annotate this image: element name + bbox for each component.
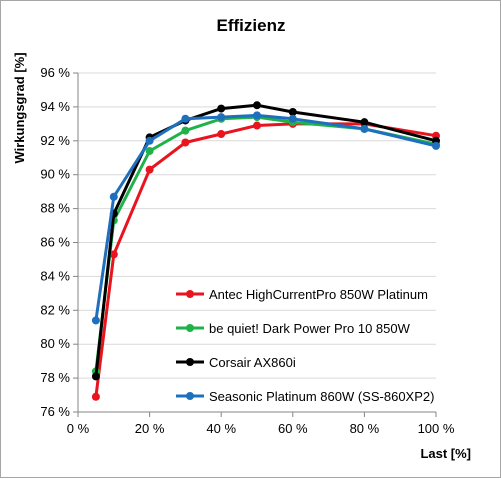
y-tick-label: 96 %	[40, 65, 70, 80]
chart-title: Effizienz	[217, 16, 286, 35]
y-tick-label: 88 %	[40, 201, 70, 216]
data-point	[217, 104, 226, 113]
legend-swatch-marker	[186, 324, 194, 332]
y-tick-label: 92 %	[40, 133, 70, 148]
series-4	[91, 111, 440, 325]
y-tick-label: 80 %	[40, 336, 70, 351]
data-point	[181, 114, 190, 123]
data-point	[109, 192, 118, 201]
y-tick-label: 84 %	[40, 268, 70, 283]
data-point	[91, 316, 100, 325]
legend-label: be quiet! Dark Power Pro 10 850W	[209, 321, 411, 336]
legend-item: Seasonic Platinum 860W (SS-860XP2)	[176, 389, 434, 404]
series-3	[91, 101, 440, 381]
data-point	[360, 118, 369, 127]
data-point	[288, 107, 297, 116]
legend-item: be quiet! Dark Power Pro 10 850W	[176, 321, 411, 336]
y-tick-label: 94 %	[40, 99, 70, 114]
legend-item: Corsair AX860i	[176, 355, 296, 370]
tick-labels: 76 % 78 % 80 % 82 % 84 % 86 % 88 % 90 % 92 % 94 %…	[40, 65, 455, 436]
data-point	[181, 126, 190, 135]
x-tick-label: 20 %	[135, 421, 165, 436]
data-point	[253, 121, 261, 130]
x-tick-label: 100 %	[418, 421, 455, 436]
legend-label: Corsair AX860i	[209, 355, 296, 370]
y-tick-label: 82 %	[40, 302, 70, 317]
data-point	[253, 101, 261, 110]
data-point	[145, 165, 154, 174]
legend-swatch-marker	[186, 358, 194, 366]
data-point	[217, 130, 226, 139]
series-layer	[91, 101, 440, 401]
data-point	[217, 113, 226, 122]
data-point	[91, 372, 100, 381]
legend-label: Antec HighCurrentPro 850W Platinum	[209, 287, 428, 302]
x-tick-label: 0 %	[67, 421, 90, 436]
data-point	[145, 136, 154, 145]
y-tick-label: 90 %	[40, 167, 70, 182]
y-tick-label: 78 %	[40, 370, 70, 385]
grid-layer	[78, 72, 436, 413]
data-point	[109, 250, 118, 259]
y-axis-label: Wirkungsgrad [%]	[12, 52, 27, 163]
data-point	[253, 111, 261, 120]
x-tick-label: 80 %	[350, 421, 380, 436]
legend-swatch-marker	[186, 290, 194, 298]
legend-item: Antec HighCurrentPro 850W Platinum	[176, 287, 428, 302]
legend: Antec HighCurrentPro 850W Platinum be qui…	[176, 287, 434, 404]
y-tick-label: 86 %	[40, 235, 70, 250]
x-axis-label: Last [%]	[420, 446, 471, 461]
data-point	[288, 114, 297, 123]
axes-layer	[73, 72, 437, 417]
data-point	[91, 392, 100, 401]
legend-swatch-marker	[186, 392, 194, 400]
data-point	[360, 124, 369, 133]
x-tick-label: 60 %	[278, 421, 308, 436]
data-point	[145, 146, 154, 155]
data-point	[432, 141, 440, 150]
x-tick-label: 40 %	[206, 421, 236, 436]
data-point	[181, 138, 190, 147]
y-tick-label: 76 %	[40, 404, 70, 419]
legend-label: Seasonic Platinum 860W (SS-860XP2)	[209, 389, 434, 404]
